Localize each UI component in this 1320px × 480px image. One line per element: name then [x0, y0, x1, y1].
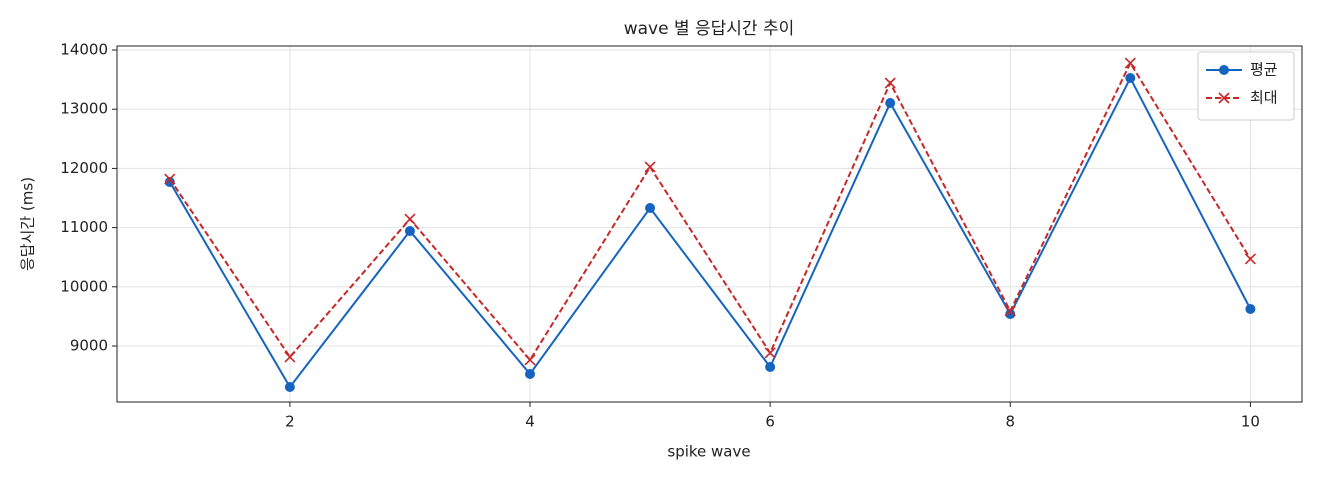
marker: [164, 177, 175, 188]
x-tick-label: 10: [1241, 413, 1260, 431]
marker: [644, 161, 656, 173]
marker: [765, 362, 776, 373]
marker: [404, 213, 416, 225]
marker: [1244, 253, 1256, 265]
y-tick-label: 9000: [70, 337, 108, 355]
marker: [1245, 304, 1256, 315]
y-tick-label: 12000: [60, 159, 108, 177]
series-line: [168, 60, 1252, 362]
x-tick-label: 8: [1005, 413, 1015, 431]
marker: [525, 369, 536, 380]
marker: [1125, 73, 1136, 84]
chart-title: wave 별 응답시간 추이: [624, 19, 795, 39]
y-axis-label: 응답시간 (ms): [19, 177, 37, 271]
plot-frame: [116, 45, 1303, 403]
marker: [284, 382, 295, 393]
marker: [764, 347, 776, 359]
marker: [645, 203, 656, 214]
marker: [1005, 309, 1016, 320]
x-axis-label: spike wave: [667, 443, 750, 461]
marker: [884, 77, 896, 89]
series-line: [168, 75, 1252, 389]
y-tick-label: 14000: [60, 41, 108, 59]
y-tick-label: 13000: [60, 100, 108, 118]
x-tick-label: 4: [525, 413, 535, 431]
marker: [164, 173, 176, 185]
marker: [404, 225, 415, 236]
marker: [885, 98, 896, 109]
marker: [1124, 57, 1136, 69]
legend-label: 최대: [1250, 89, 1278, 107]
x-tick-label: 2: [285, 413, 295, 431]
legend-marker: [1218, 92, 1230, 104]
marker: [284, 351, 296, 363]
legend-box: [1197, 51, 1295, 121]
marker: [1004, 305, 1016, 317]
y-tick-label: 11000: [60, 218, 108, 236]
legend-label: 평균: [1250, 61, 1278, 79]
y-tick-label: 10000: [60, 277, 108, 295]
legend-marker: [1219, 65, 1229, 75]
marker: [524, 354, 536, 366]
x-tick-label: 6: [765, 413, 775, 431]
